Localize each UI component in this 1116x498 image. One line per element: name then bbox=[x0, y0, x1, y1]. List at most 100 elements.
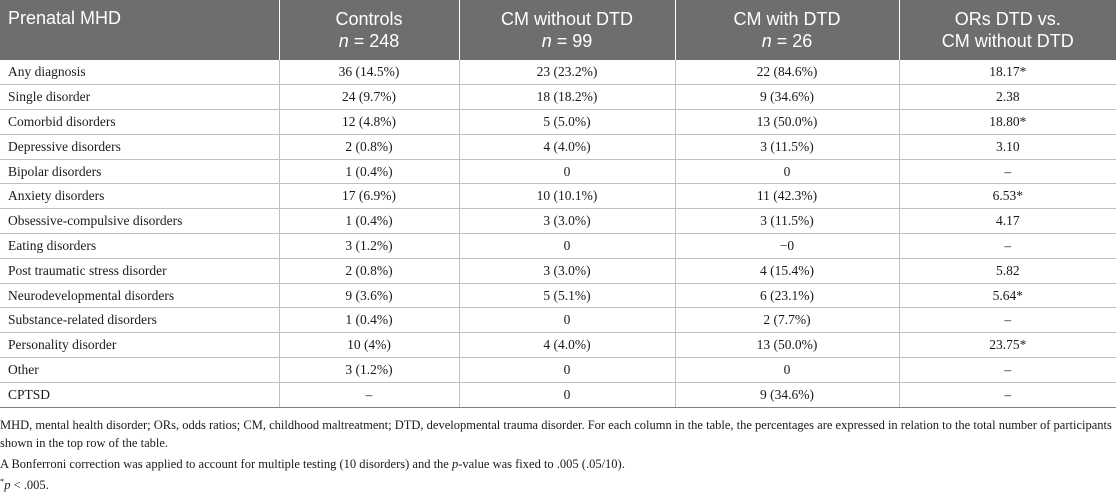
cell-diagnosis: Neurodevelopmental disorders bbox=[0, 283, 280, 309]
cell-diagnosis: Eating disorders bbox=[0, 233, 280, 259]
cell-cm-without-dtd: 5 (5.1%) bbox=[459, 283, 676, 309]
cell-controls: 3 (1.2%) bbox=[279, 233, 460, 259]
cell-cm-without-dtd: 4 (4.0%) bbox=[459, 134, 676, 160]
cell-odds-ratio: 18.17* bbox=[899, 60, 1116, 86]
cell-cm-with-dtd: −0 bbox=[675, 233, 900, 259]
cell-cm-without-dtd: 4 (4.0%) bbox=[459, 332, 676, 359]
header-controls-label: Controls bbox=[335, 9, 403, 29]
cell-diagnosis: Other bbox=[0, 357, 280, 383]
cell-controls: – bbox=[279, 382, 460, 408]
cell-cm-without-dtd: 3 (3.0%) bbox=[459, 208, 676, 235]
header-cm-with-dtd: CM with DTD n = 26 bbox=[675, 0, 900, 60]
mhd-table: Prenatal MHD Controls n = 248 CM without… bbox=[0, 0, 1116, 408]
table-body: Any diagnosis 36 (14.5%) 23 (23.2%) 22 (84.… bbox=[0, 60, 1116, 408]
footnote-significance: *p < .005. bbox=[0, 475, 49, 492]
table-row: Other 3 (1.2%) 0 0– bbox=[0, 357, 1116, 383]
table-footnotes: MHD, mental health disorder; ORs, odds r… bbox=[0, 416, 1116, 497]
table-row: Substance-related disorders 1 (0.4%) 0 2 (7… bbox=[0, 307, 1116, 334]
cell-controls: 3 (1.2%) bbox=[279, 357, 460, 383]
header-cm-without-dtd-n: n = 99 bbox=[541, 31, 593, 51]
cell-diagnosis: Depressive disorders bbox=[0, 134, 280, 160]
cell-odds-ratio: – bbox=[899, 159, 1116, 185]
cell-cm-with-dtd: 13 (50.0%) bbox=[675, 332, 900, 359]
cell-cm-with-dtd: 6 (23.1%) bbox=[675, 283, 900, 309]
cell-diagnosis: CPTSD bbox=[0, 382, 280, 408]
cell-odds-ratio: 2.38 bbox=[899, 84, 1116, 111]
cell-diagnosis: Obsessive-compulsive disorders bbox=[0, 208, 280, 235]
header-controls-n: n = 248 bbox=[338, 31, 400, 51]
footnote-bonferroni: A Bonferroni correction was applied to a… bbox=[0, 457, 625, 471]
cell-cm-without-dtd: 3 (3.0%) bbox=[459, 258, 676, 284]
cell-cm-without-dtd: 0 bbox=[459, 382, 676, 408]
header-cm-with-dtd-label: CM with DTD bbox=[733, 9, 841, 29]
cell-cm-without-dtd: 23 (23.2%) bbox=[459, 60, 676, 86]
cell-diagnosis: Post traumatic stress disorder bbox=[0, 258, 280, 284]
header-odds-ratios: ORs DTD vs. CM without DTD bbox=[899, 0, 1116, 60]
cell-odds-ratio: 6.53* bbox=[899, 183, 1116, 210]
cell-cm-with-dtd: 3 (11.5%) bbox=[675, 208, 900, 235]
cell-odds-ratio: – bbox=[899, 382, 1116, 408]
cell-odds-ratio: 5.64* bbox=[899, 283, 1116, 309]
cell-diagnosis: Anxiety disorders bbox=[0, 183, 280, 210]
header-row: Prenatal MHD Controls n = 248 CM without… bbox=[0, 0, 1116, 60]
cell-controls: 2 (0.8%) bbox=[279, 258, 460, 284]
header-odds-ratios-line1: ORs DTD vs. bbox=[954, 9, 1061, 29]
table-row: Neurodevelopmental disorders 9 (3.6%) 5 (5… bbox=[0, 283, 1116, 309]
cell-cm-with-dtd: 0 bbox=[675, 357, 900, 383]
cell-diagnosis: Substance-related disorders bbox=[0, 307, 280, 334]
cell-cm-without-dtd: 0 bbox=[459, 159, 676, 185]
table-row: Personality disorder 10 (4%) 4 (4.0%) 13 (5… bbox=[0, 332, 1116, 359]
table-row: Single disorder 24 (9.7%) 18 (18.2%) 9 (34.… bbox=[0, 84, 1116, 111]
table-row: Any diagnosis 36 (14.5%) 23 (23.2%) 22 (84.… bbox=[0, 60, 1116, 86]
header-prenatal-mhd-label: Prenatal MHD bbox=[8, 8, 122, 28]
cell-controls: 12 (4.8%) bbox=[279, 109, 460, 135]
cell-cm-with-dtd: 2 (7.7%) bbox=[675, 307, 900, 334]
cell-odds-ratio: 23.75* bbox=[899, 332, 1116, 359]
cell-controls: 1 (0.4%) bbox=[279, 159, 460, 185]
table-row: Eating disorders 3 (1.2%) 0 −0– bbox=[0, 233, 1116, 259]
cell-controls: 36 (14.5%) bbox=[279, 60, 460, 86]
table-row: Depressive disorders 2 (0.8%) 4 (4.0%) 3 (1… bbox=[0, 134, 1116, 160]
cell-cm-without-dtd: 10 (10.1%) bbox=[459, 183, 676, 210]
cell-controls: 24 (9.7%) bbox=[279, 84, 460, 111]
cell-diagnosis: Single disorder bbox=[0, 84, 280, 111]
cell-cm-with-dtd: 4 (15.4%) bbox=[675, 258, 900, 284]
header-odds-ratios-line2: CM without DTD bbox=[941, 31, 1074, 51]
header-cm-without-dtd: CM without DTD n = 99 bbox=[459, 0, 676, 60]
cell-cm-with-dtd: 0 bbox=[675, 159, 900, 185]
cell-cm-with-dtd: 9 (34.6%) bbox=[675, 84, 900, 111]
cell-cm-with-dtd: 3 (11.5%) bbox=[675, 134, 900, 160]
table-row: Post traumatic stress disorder 2 (0.8%) 3 … bbox=[0, 258, 1116, 284]
cell-cm-without-dtd: 0 bbox=[459, 357, 676, 383]
table-header: Prenatal MHD Controls n = 248 CM without… bbox=[0, 0, 1116, 60]
cell-cm-without-dtd: 5 (5.0%) bbox=[459, 109, 676, 135]
cell-controls: 2 (0.8%) bbox=[279, 134, 460, 160]
cell-cm-without-dtd: 0 bbox=[459, 233, 676, 259]
table-row: Anxiety disorders 17 (6.9%) 10 (10.1%) 11 (… bbox=[0, 183, 1116, 210]
footnote-abbreviations: MHD, mental health disorder; ORs, odds r… bbox=[0, 418, 1112, 450]
table-row: Bipolar disorders 1 (0.4%) 0 0– bbox=[0, 159, 1116, 185]
cell-diagnosis: Personality disorder bbox=[0, 332, 280, 359]
cell-cm-without-dtd: 0 bbox=[459, 307, 676, 334]
cell-controls: 10 (4%) bbox=[279, 332, 460, 359]
cell-controls: 17 (6.9%) bbox=[279, 183, 460, 210]
cell-cm-with-dtd: 9 (34.6%) bbox=[675, 382, 900, 408]
cell-odds-ratio: 18.80* bbox=[899, 109, 1116, 135]
data-table-container: Prenatal MHD Controls n = 248 CM without… bbox=[0, 0, 1116, 408]
table-row: Obsessive-compulsive disorders 1 (0.4%) 3 … bbox=[0, 208, 1116, 235]
cell-controls: 9 (3.6%) bbox=[279, 283, 460, 309]
cell-diagnosis: Any diagnosis bbox=[0, 60, 280, 86]
cell-odds-ratio: – bbox=[899, 233, 1116, 259]
cell-cm-with-dtd: 22 (84.6%) bbox=[675, 60, 900, 86]
header-controls: Controls n = 248 bbox=[279, 0, 460, 60]
cell-odds-ratio: 4.17 bbox=[899, 208, 1116, 235]
header-prenatal-mhd: Prenatal MHD bbox=[0, 0, 280, 60]
cell-odds-ratio: – bbox=[899, 357, 1116, 383]
cell-diagnosis: Comorbid disorders bbox=[0, 109, 280, 135]
cell-cm-with-dtd: 13 (50.0%) bbox=[675, 109, 900, 135]
header-cm-with-dtd-n: n = 26 bbox=[761, 31, 813, 51]
header-cm-without-dtd-label: CM without DTD bbox=[500, 9, 634, 29]
cell-cm-without-dtd: 18 (18.2%) bbox=[459, 84, 676, 111]
cell-controls: 1 (0.4%) bbox=[279, 208, 460, 235]
cell-odds-ratio: 3.10 bbox=[899, 134, 1116, 160]
